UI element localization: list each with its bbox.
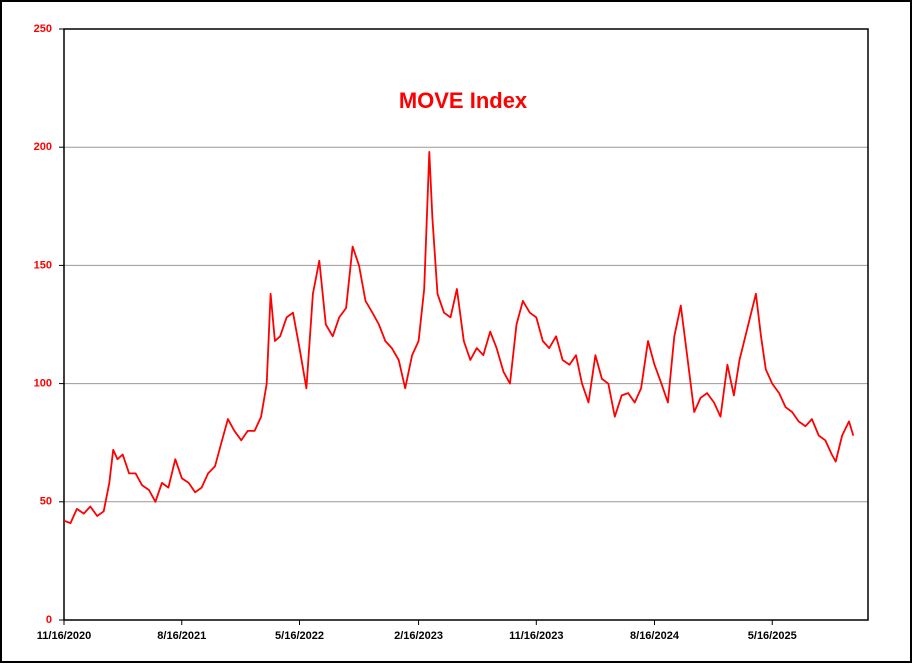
plot-border (63, 28, 869, 621)
y-tick-label: 0 (46, 614, 52, 626)
data-line (63, 151, 855, 524)
y-tick-label: 200 (34, 141, 52, 153)
y-tick-label: 250 (34, 23, 52, 35)
y-tick-label: 150 (34, 259, 52, 271)
x-tick-label: 5/16/2025 (748, 630, 797, 642)
y-tick-label: 100 (34, 378, 52, 390)
x-tick-label: 8/16/2021 (157, 630, 206, 642)
x-tick-label: 5/16/2022 (275, 630, 324, 642)
y-tick-label: 50 (40, 496, 52, 508)
x-tick-label: 2/16/2023 (394, 630, 443, 642)
x-tick-label: 8/16/2024 (630, 630, 680, 642)
chart-title: MOVE Index (399, 88, 528, 113)
x-tick-label: 11/16/2023 (509, 630, 563, 642)
x-tick-label: 11/16/2020 (37, 630, 91, 642)
